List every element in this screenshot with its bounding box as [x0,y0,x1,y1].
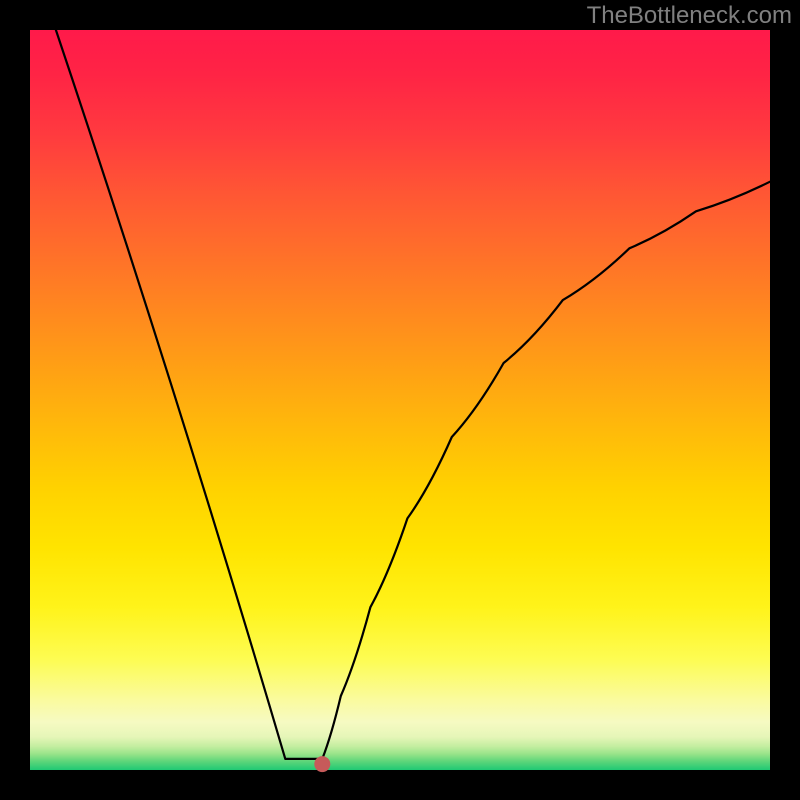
optimum-marker [314,756,330,772]
bottleneck-chart [0,0,800,800]
watermark-text: TheBottleneck.com [587,2,792,30]
chart-container: { "watermark": { "text": "TheBottleneck.… [0,0,800,800]
chart-plot-area [30,30,770,770]
